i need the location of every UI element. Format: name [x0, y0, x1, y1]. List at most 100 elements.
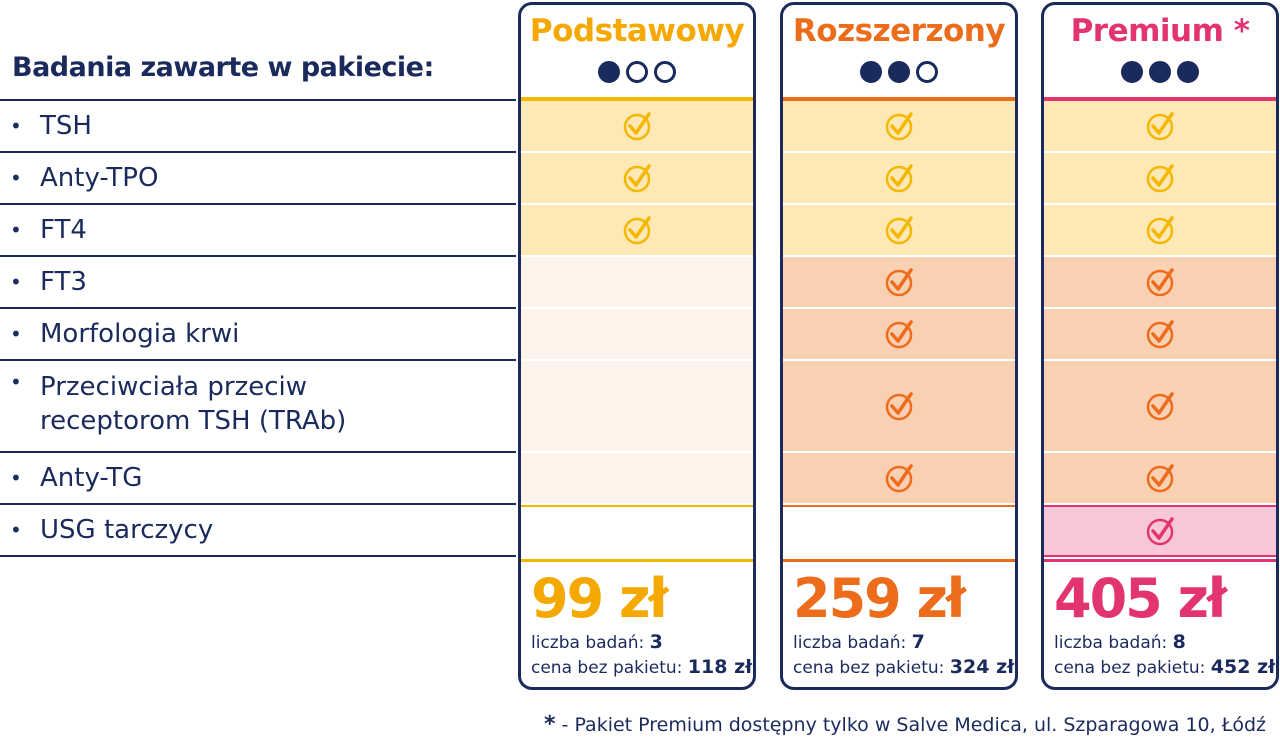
- check-circle-icon: [885, 164, 913, 193]
- bullet: •: [10, 370, 22, 394]
- price-divider: [521, 559, 753, 562]
- test-row-anty-tg: • Anty-TG: [0, 451, 516, 503]
- test-count-label: liczba badań:: [793, 633, 907, 653]
- price-without-package: cena bez pakietu: 452 zł: [1054, 656, 1275, 678]
- package-title: Rozszerzony: [792, 13, 1006, 49]
- header-divider: [521, 97, 753, 101]
- test-row-usg: • USG tarczycy: [0, 503, 516, 557]
- price-without-package-value: 452 zł: [1210, 656, 1276, 678]
- package-cell: [1044, 205, 1276, 255]
- package-level-dots: [521, 61, 753, 83]
- test-label: Morfologia krwi: [40, 319, 240, 349]
- package-cell: [1044, 505, 1276, 557]
- check-circle-icon: [1146, 517, 1174, 546]
- filled-dot-icon: [888, 61, 910, 83]
- bullet: •: [10, 114, 22, 138]
- check-circle-icon: [1146, 216, 1174, 245]
- filled-dot-icon: [1149, 61, 1171, 83]
- price-without-package-label: cena bez pakietu:: [531, 658, 683, 678]
- test-count-value: 7: [911, 631, 925, 653]
- test-label: FT4: [40, 215, 87, 245]
- package-cell: [1044, 257, 1276, 307]
- test-row-trab: • Przeciwciała przeciw receptorom TSH (T…: [0, 359, 516, 451]
- package-cell: [1044, 101, 1276, 151]
- check-circle-icon: [885, 216, 913, 245]
- test-label: TSH: [40, 111, 92, 141]
- package-card-rozszerzony[interactable]: Rozszerzony 259 zł liczba badań: 7 cena bez…: [780, 2, 1018, 690]
- package-cell: [1044, 309, 1276, 359]
- package-cell: [783, 453, 1015, 503]
- empty-dot-icon: [626, 61, 648, 83]
- package-price: 405 zł: [1054, 567, 1227, 630]
- price-without-package-label: cena bez pakietu:: [1054, 658, 1206, 678]
- check-circle-icon: [623, 112, 651, 141]
- test-row-ft3: • FT3: [0, 255, 516, 307]
- price-divider: [783, 559, 1015, 562]
- check-circle-icon: [885, 392, 913, 421]
- package-cell: [521, 309, 753, 359]
- package-title: Podstawowy: [529, 13, 745, 49]
- test-label-line1: Przeciwciała przeciw: [40, 372, 307, 402]
- test-count: liczba badań: 8: [1054, 631, 1186, 653]
- check-circle-icon: [1146, 392, 1174, 421]
- test-row-anty-tpo: • Anty-TPO: [0, 151, 516, 203]
- check-circle-icon: [1146, 320, 1174, 349]
- test-label: Anty-TPO: [40, 163, 159, 193]
- footnote-text: - Pakiet Premium dostępny tylko w Salve …: [555, 714, 1267, 736]
- check-circle-icon: [1146, 464, 1174, 493]
- package-cell: [1044, 153, 1276, 203]
- filled-dot-icon: [598, 61, 620, 83]
- package-level-dots: [783, 61, 1015, 83]
- check-circle-icon: [885, 464, 913, 493]
- check-circle-icon: [885, 112, 913, 141]
- empty-dot-icon: [654, 61, 676, 83]
- test-count: liczba badań: 7: [793, 631, 925, 653]
- check-circle-icon: [885, 320, 913, 349]
- test-count-label: liczba badań:: [1054, 633, 1168, 653]
- check-circle-icon: [623, 216, 651, 245]
- price-without-package: cena bez pakietu: 118 zł: [531, 656, 752, 678]
- footnote: * - Pakiet Premium dostępny tylko w Salv…: [544, 712, 1266, 737]
- test-label: USG tarczycy: [40, 515, 214, 545]
- test-label: Przeciwciała przeciw receptorom TSH (TRA…: [40, 370, 346, 438]
- test-row-tsh: • TSH: [0, 99, 516, 151]
- package-cell: [521, 361, 753, 451]
- package-cell: [521, 205, 753, 255]
- test-label: FT3: [40, 267, 87, 297]
- package-card-premium[interactable]: Premium * 405 zł liczba badań: 8 cena bez p…: [1041, 2, 1279, 690]
- filled-dot-icon: [860, 61, 882, 83]
- package-title: Premium *: [1070, 13, 1250, 49]
- check-circle-icon: [1146, 268, 1174, 297]
- header-divider: [783, 97, 1015, 101]
- package-cell: [521, 153, 753, 203]
- package-cell: [1044, 453, 1276, 503]
- package-card-podstawowy[interactable]: Podstawowy 99 zł liczba badań: 3 cena bez p…: [518, 2, 756, 690]
- package-cell: [783, 309, 1015, 359]
- package-cell: [783, 257, 1015, 307]
- test-count-value: 3: [649, 631, 663, 653]
- bullet: •: [10, 466, 22, 490]
- bullet: •: [10, 518, 22, 542]
- package-cell: [783, 153, 1015, 203]
- package-cell: [521, 101, 753, 151]
- test-label-line2: receptorom TSH (TRAb): [40, 406, 347, 436]
- package-cell: [783, 505, 1015, 557]
- check-circle-icon: [885, 268, 913, 297]
- header-divider: [1044, 97, 1276, 101]
- footnote-star: *: [544, 712, 556, 737]
- test-label: Anty-TG: [40, 463, 143, 493]
- bullet: •: [10, 270, 22, 294]
- package-cell: [783, 361, 1015, 451]
- filled-dot-icon: [1121, 61, 1143, 83]
- package-cell: [783, 101, 1015, 151]
- test-count: liczba badań: 3: [531, 631, 663, 653]
- test-count-label: liczba badań:: [531, 633, 645, 653]
- package-price: 99 zł: [531, 567, 668, 630]
- price-without-package-value: 118 zł: [687, 656, 753, 678]
- bullet: •: [10, 166, 22, 190]
- package-cell: [521, 257, 753, 307]
- package-cell: [521, 505, 753, 557]
- package-price: 259 zł: [793, 567, 966, 630]
- bullet: •: [10, 218, 22, 242]
- price-without-package-value: 324 zł: [949, 656, 1015, 678]
